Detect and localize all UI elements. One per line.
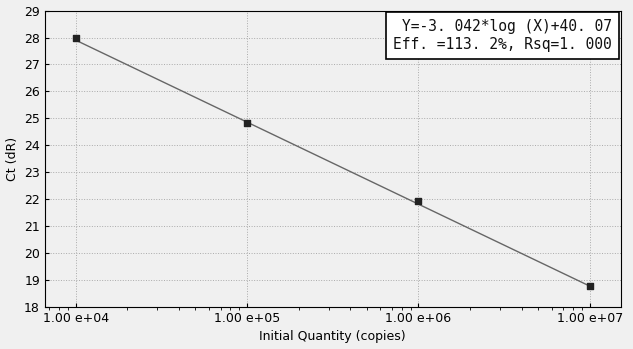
Y-axis label: Ct (dR): Ct (dR) — [6, 137, 18, 181]
Point — [71, 35, 81, 41]
Point — [585, 283, 595, 289]
Point — [413, 198, 423, 204]
X-axis label: Initial Quantity (copies): Initial Quantity (copies) — [260, 331, 406, 343]
Text: Y=-3. 042*log (X)+40. 07
Eff. =113. 2%, Rsq=1. 000: Y=-3. 042*log (X)+40. 07 Eff. =113. 2%, … — [393, 20, 612, 52]
Point — [242, 120, 252, 126]
